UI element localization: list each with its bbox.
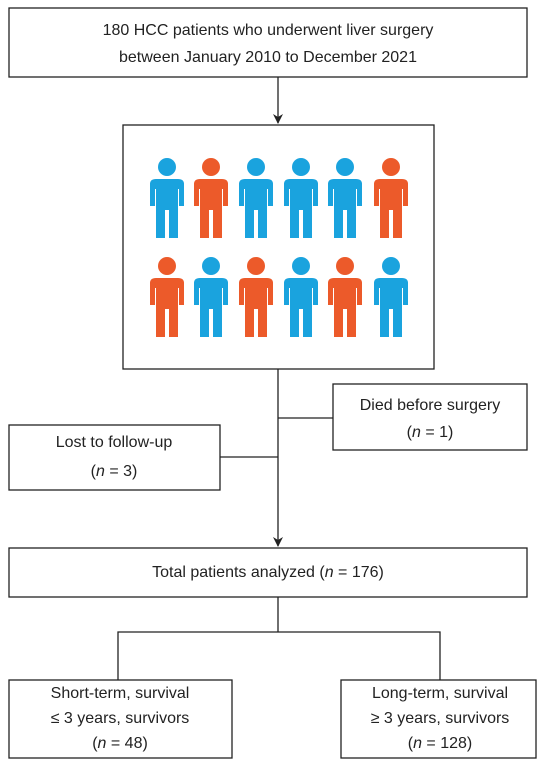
- person-head: [292, 257, 310, 275]
- node-label: Short-term, survival: [51, 685, 190, 702]
- label-part: = 128): [422, 735, 472, 752]
- person-body: [239, 179, 273, 238]
- label-part: (: [92, 735, 98, 752]
- label-part: (: [408, 735, 414, 752]
- person-body: [194, 179, 228, 238]
- label-part: Total patients analyzed (: [152, 564, 325, 581]
- node-label: (n = 128): [408, 735, 473, 752]
- node-label: ≥ 3 years, survivors: [371, 710, 510, 727]
- person-head: [202, 257, 220, 275]
- node-label: (n = 3): [91, 463, 138, 480]
- person-body: [328, 179, 362, 238]
- node-label: (n = 48): [92, 735, 148, 752]
- person-head: [158, 158, 176, 176]
- node-label: (n = 1): [407, 424, 454, 441]
- person-body: [374, 179, 408, 238]
- label-part: ≥ 3 years, survivors: [371, 710, 510, 727]
- person-head: [202, 158, 220, 176]
- person-head: [382, 257, 400, 275]
- label-part: n: [413, 735, 422, 752]
- label-part: 180 HCC patients who underwent liver sur…: [103, 22, 434, 39]
- label-part: n: [325, 564, 334, 581]
- label-part: = 3): [105, 463, 137, 480]
- person-body: [194, 278, 228, 337]
- label-part: n: [96, 463, 105, 480]
- label-part: Long-term, survival: [372, 685, 508, 702]
- person-body: [284, 179, 318, 238]
- node-label: Total patients analyzed (n = 176): [152, 564, 384, 581]
- label-part: Lost to follow-up: [56, 434, 173, 451]
- person-head: [292, 158, 310, 176]
- node-label: Died before surgery: [360, 397, 501, 414]
- person-body: [150, 278, 184, 337]
- label-part: (: [407, 424, 413, 441]
- group-box: [340, 679, 537, 759]
- label-part: = 176): [334, 564, 384, 581]
- person-head: [336, 158, 354, 176]
- node-label: Long-term, survival: [372, 685, 508, 702]
- person-body: [374, 278, 408, 337]
- person-body: [328, 278, 362, 337]
- start-box: [8, 7, 528, 78]
- person-head: [382, 158, 400, 176]
- person-head: [158, 257, 176, 275]
- person-body: [284, 278, 318, 337]
- person-head: [336, 257, 354, 275]
- person-body: [239, 278, 273, 337]
- label-part: (: [91, 463, 97, 480]
- person-body: [150, 179, 184, 238]
- label-part: ≤ 3 years, survivors: [51, 710, 190, 727]
- person-head: [247, 257, 265, 275]
- person-head: [247, 158, 265, 176]
- patients-icons: [150, 158, 408, 337]
- node-label: 180 HCC patients who underwent liver sur…: [103, 22, 434, 39]
- node-label: between January 2010 to December 2021: [119, 49, 417, 66]
- node-label: Lost to follow-up: [56, 434, 173, 451]
- label-part: n: [412, 424, 421, 441]
- excluded-box: [332, 383, 528, 451]
- label-part: between January 2010 to December 2021: [119, 49, 417, 66]
- label-part: = 48): [106, 735, 147, 752]
- label-part: n: [98, 735, 107, 752]
- label-part: = 1): [421, 424, 453, 441]
- total-box: [8, 547, 528, 598]
- excluded-box: [8, 424, 221, 491]
- label-part: Died before surgery: [360, 397, 501, 414]
- label-part: Short-term, survival: [51, 685, 190, 702]
- group-box: [8, 679, 233, 759]
- split-connector: [117, 597, 441, 680]
- node-label: ≤ 3 years, survivors: [51, 710, 190, 727]
